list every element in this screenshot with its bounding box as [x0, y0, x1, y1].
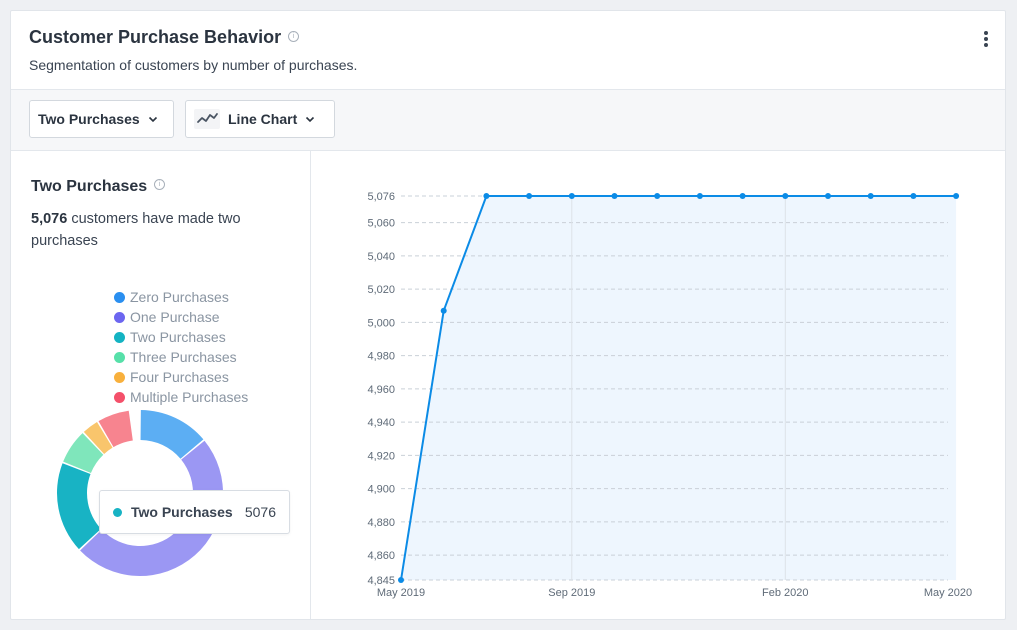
data-point[interactable] — [568, 193, 575, 199]
customer-purchase-behavior-card: Customer Purchase Behavior i Segmentation… — [10, 10, 1006, 620]
data-point[interactable] — [440, 307, 447, 314]
info-icon[interactable]: i — [154, 179, 166, 191]
legend-color-dot — [114, 351, 125, 363]
legend-label: Zero Purchases — [130, 289, 229, 305]
legend-label: Multiple Purchases — [130, 389, 249, 405]
data-point[interactable] — [654, 193, 661, 199]
tooltip-value: 5076 — [244, 504, 276, 520]
x-tick-label: Feb 2020 — [762, 587, 808, 599]
line-chart-icon — [194, 109, 220, 129]
y-tick-label: 4,940 — [367, 417, 395, 429]
donut-segment[interactable] — [83, 422, 113, 454]
legend-item[interactable]: Zero Purchases — [114, 287, 248, 307]
data-point[interactable] — [910, 193, 917, 199]
y-tick-label: 5,000 — [367, 317, 395, 329]
segment-dropdown-label: Two Purchases — [38, 111, 140, 127]
x-tick-label: Sep 2019 — [548, 587, 595, 599]
legend-color-dot — [114, 371, 125, 383]
donut-legend: Zero Purchases One Purchase Two Purchases T… — [114, 287, 248, 407]
summary-panel: Two Purchases i 5,076 customers have made… — [11, 151, 311, 619]
x-tick-label: May 2019 — [377, 587, 425, 599]
data-point[interactable] — [526, 193, 533, 199]
y-tick-label: 5,040 — [367, 251, 395, 263]
data-point[interactable] — [611, 193, 618, 199]
data-point[interactable] — [483, 193, 490, 199]
legend-color-dot — [114, 311, 125, 323]
card-title: Customer Purchase Behavior i — [29, 27, 300, 48]
legend-label: Two Purchases — [130, 329, 226, 345]
data-point[interactable] — [398, 577, 404, 583]
chart-type-dropdown-label: Line Chart — [228, 111, 298, 127]
chevron-down-icon — [148, 116, 157, 123]
chart-type-dropdown[interactable]: Line Chart — [185, 100, 335, 138]
x-tick-label: May 2020 — [924, 587, 972, 599]
legend-item[interactable]: Multiple Purchases — [114, 387, 248, 407]
legend-color-dot — [114, 331, 125, 343]
info-icon[interactable]: i — [288, 30, 300, 42]
summary-count: 5,076 — [31, 211, 68, 227]
tooltip-label: Two Purchases — [131, 504, 233, 520]
donut-chart — [56, 410, 223, 576]
card-title-text: Customer Purchase Behavior — [29, 27, 282, 47]
legend-label: Three Purchases — [130, 349, 237, 365]
data-point[interactable] — [782, 193, 789, 199]
y-tick-label: 5,060 — [367, 218, 395, 230]
summary-title-text: Two Purchases — [31, 178, 148, 195]
y-tick-label: 4,845 — [367, 575, 395, 587]
segment-dropdown[interactable]: Two Purchases — [29, 100, 174, 138]
data-point[interactable] — [739, 193, 746, 199]
legend-item[interactable]: Two Purchases — [114, 327, 248, 347]
y-tick-label: 4,900 — [367, 484, 395, 496]
summary-text: customers have made two purchases — [31, 211, 241, 249]
y-tick-label: 4,880 — [367, 517, 395, 529]
y-tick-label: 4,980 — [367, 351, 395, 363]
summary-description: 5,076 customers have made two purchases — [31, 208, 291, 252]
data-point[interactable] — [696, 193, 703, 199]
y-tick-label: 5,076 — [367, 191, 395, 203]
legend-color-dot — [114, 291, 125, 303]
legend-item[interactable]: Four Purchases — [114, 367, 248, 387]
legend-item[interactable]: One Purchase — [114, 307, 248, 327]
y-tick-label: 5,020 — [367, 284, 395, 296]
series-line — [400, 195, 957, 581]
more-options-icon[interactable] — [979, 31, 993, 53]
data-point[interactable] — [825, 193, 831, 199]
y-tick-label: 4,920 — [367, 450, 395, 462]
legend-item[interactable]: Three Purchases — [114, 347, 248, 367]
line-chart: 4,845 4,860 4,880 4,900 4,920 4,940 4,960 4,980… — [367, 191, 972, 599]
donut-segment[interactable] — [56, 463, 101, 550]
donut-segment[interactable] — [80, 440, 223, 576]
data-point[interactable] — [953, 193, 960, 199]
donut-tooltip: Two Purchases 5076 — [99, 490, 290, 534]
donut-segment[interactable] — [98, 410, 133, 448]
summary-title: Two Purchases i — [31, 178, 166, 196]
chevron-down-icon — [306, 116, 315, 123]
toolbar: Two Purchases Line Chart — [11, 90, 1005, 151]
legend-color-dot — [114, 391, 125, 403]
card-subtitle: Segmentation of customers by number of p… — [29, 57, 358, 73]
card-header: Customer Purchase Behavior i Segmentation… — [11, 11, 1005, 90]
legend-label: One Purchase — [130, 309, 220, 325]
line-chart-panel: 4,845 4,860 4,880 4,900 4,920 4,940 4,960 4,980… — [311, 151, 1005, 619]
donut-segment[interactable] — [63, 433, 104, 473]
data-point[interactable] — [867, 193, 874, 199]
legend-label: Four Purchases — [130, 369, 229, 385]
y-tick-label: 4,860 — [367, 550, 395, 562]
tooltip-color-dot — [113, 507, 122, 517]
donut-segment[interactable] — [140, 410, 204, 459]
y-tick-label: 4,960 — [367, 384, 395, 396]
area-fill — [401, 196, 957, 580]
